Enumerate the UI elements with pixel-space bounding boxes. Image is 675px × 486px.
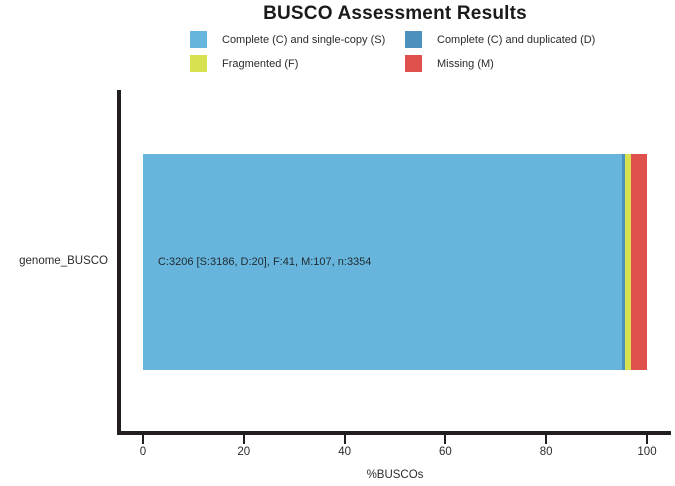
bar-segment-complete-single xyxy=(143,154,622,370)
legend-item-complete-duplicated: Complete (C) and duplicated (D) xyxy=(405,31,595,48)
legend-swatch-fragmented xyxy=(190,55,207,72)
x-tick-80 xyxy=(545,435,548,444)
y-category-label: genome_BUSCO xyxy=(19,255,108,267)
legend-swatch-complete-duplicated xyxy=(405,31,422,48)
legend-label-complete-duplicated: Complete (C) and duplicated (D) xyxy=(437,33,596,46)
x-tick-label-40: 40 xyxy=(338,446,351,458)
bar-segment-missing xyxy=(630,154,647,370)
x-tick-40 xyxy=(343,435,346,444)
legend-item-complete-single: Complete (C) and single-copy (S) xyxy=(190,31,405,48)
bar-segment-complete-duplicated xyxy=(621,154,625,370)
stacked-bar: C:3206 [S:3186, D:20], F:41, M:107, n:33… xyxy=(143,154,647,370)
x-tick-label-20: 20 xyxy=(237,446,251,458)
x-tick-label-60: 60 xyxy=(438,446,452,458)
x-tick-0 xyxy=(142,435,144,444)
x-tick-label-80: 80 xyxy=(539,446,553,458)
legend-label-fragmented: Fragmented (F) xyxy=(222,57,299,70)
stacked-bar-segments xyxy=(143,154,647,370)
legend-label-complete-single: Complete (C) and single-copy (S) xyxy=(222,33,386,46)
chart-title: BUSCO Assessment Results xyxy=(263,3,527,24)
legend-label-missing: Missing (M) xyxy=(437,57,494,70)
x-axis-label: %BUSCOs xyxy=(366,469,424,481)
legend-item-fragmented: Fragmented (F) xyxy=(190,55,405,72)
bar-segment-fragmented xyxy=(624,154,631,370)
x-axis-line xyxy=(117,431,671,435)
legend: Complete (C) and single-copy (S) Complete… xyxy=(190,31,595,72)
x-axis-ticks: 0 20 40 60 80 100 xyxy=(139,435,657,465)
x-tick-label-0: 0 xyxy=(139,446,147,458)
bar-annotation: C:3206 [S:3186, D:20], F:41, M:107, n:33… xyxy=(158,256,372,268)
x-tick-100 xyxy=(646,435,648,444)
x-tick-60 xyxy=(444,435,447,444)
legend-item-missing: Missing (M) xyxy=(405,55,595,72)
y-axis-line xyxy=(117,90,121,435)
x-tick-20 xyxy=(242,435,245,444)
x-tick-label-100: 100 xyxy=(637,446,657,458)
legend-swatch-complete-single xyxy=(190,31,207,48)
legend-swatch-missing xyxy=(405,55,422,72)
